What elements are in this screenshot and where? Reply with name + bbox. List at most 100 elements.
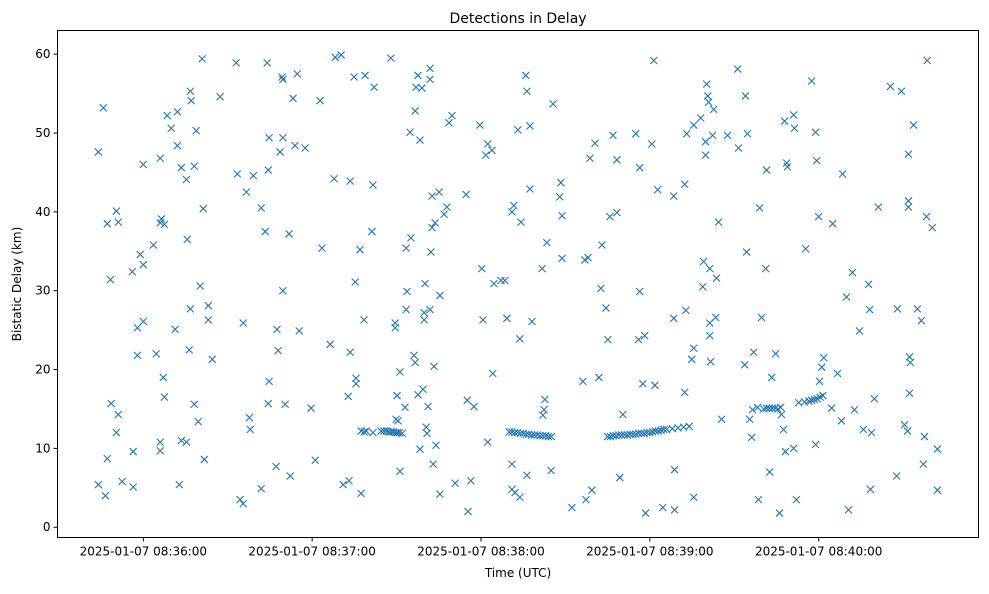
data-point	[420, 308, 429, 317]
data-point	[792, 495, 801, 504]
data-point	[748, 405, 757, 414]
data-point	[712, 274, 721, 282]
data-point	[859, 425, 868, 434]
data-point	[704, 98, 713, 107]
data-point	[421, 279, 429, 288]
data-point	[740, 360, 749, 369]
data-point	[265, 377, 273, 386]
data-point	[723, 131, 732, 140]
data-point	[635, 287, 644, 296]
data-point	[152, 349, 161, 358]
data-point	[670, 465, 679, 474]
data-point	[919, 460, 928, 469]
data-point	[396, 368, 404, 376]
data-point	[528, 317, 536, 326]
data-point	[360, 427, 369, 436]
data-point	[156, 219, 165, 227]
data-point	[393, 391, 402, 400]
data-point	[602, 304, 610, 312]
data-point	[94, 480, 103, 489]
data-point	[470, 402, 478, 411]
data-point	[257, 484, 266, 493]
data-point	[395, 428, 404, 437]
data-point	[103, 219, 112, 228]
data-point	[185, 345, 194, 354]
data-point	[443, 203, 451, 212]
y-tick-label: 60	[35, 47, 50, 61]
data-point	[807, 77, 816, 85]
data-point	[278, 73, 286, 81]
data-point	[526, 122, 534, 130]
data-point	[865, 305, 874, 314]
data-point	[645, 428, 654, 437]
data-point	[669, 314, 678, 323]
data-point	[173, 141, 182, 150]
x-axis-label: Time (UTC)	[484, 566, 551, 580]
data-point	[827, 404, 836, 413]
data-point	[429, 460, 438, 469]
data-point	[866, 485, 875, 494]
y-tick-label: 10	[35, 441, 50, 455]
data-point	[920, 432, 929, 441]
data-point	[815, 377, 824, 386]
data-point	[689, 493, 698, 502]
data-point	[771, 404, 779, 413]
data-point	[613, 155, 621, 164]
data-point	[658, 503, 667, 512]
data-point	[295, 327, 304, 335]
data-point	[479, 315, 487, 324]
data-point	[582, 495, 590, 504]
data-point	[609, 131, 617, 140]
data-point	[160, 393, 169, 402]
data-point	[208, 355, 217, 364]
data-point	[351, 278, 360, 286]
data-point	[204, 315, 213, 324]
data-point	[265, 133, 273, 142]
data-point	[289, 94, 297, 103]
data-point	[466, 476, 475, 485]
data-point	[765, 468, 774, 476]
data-point	[587, 486, 596, 495]
data-point	[807, 396, 816, 405]
data-point	[406, 128, 414, 137]
data-point	[239, 319, 248, 327]
data-point	[789, 444, 798, 453]
data-point	[190, 400, 199, 409]
data-point	[705, 264, 714, 273]
data-point	[844, 506, 853, 514]
data-point	[139, 317, 148, 326]
data-point	[279, 286, 287, 295]
data-point	[510, 201, 518, 210]
data-point	[617, 431, 626, 439]
data-point	[403, 287, 411, 296]
data-point	[488, 369, 497, 378]
data-point	[701, 151, 710, 159]
data-point	[330, 174, 338, 183]
data-point	[892, 472, 901, 480]
data-point	[508, 207, 516, 216]
data-point	[263, 58, 272, 67]
data-point	[618, 410, 627, 419]
data-point	[742, 248, 751, 256]
data-point	[204, 301, 213, 310]
data-point	[232, 58, 241, 67]
data-point	[771, 349, 780, 358]
data-point	[754, 495, 763, 504]
data-point	[527, 431, 536, 439]
data-point	[177, 436, 186, 445]
data-point	[436, 490, 444, 499]
data-point	[428, 223, 436, 232]
data-point	[897, 87, 906, 96]
data-point	[344, 392, 353, 401]
data-point	[867, 428, 876, 437]
data-point	[216, 92, 225, 101]
data-point	[114, 410, 123, 419]
data-point	[640, 331, 649, 340]
data-point	[394, 416, 402, 425]
data-point	[521, 71, 530, 80]
data-point	[515, 334, 524, 343]
data-point	[828, 219, 837, 228]
data-point	[410, 351, 418, 360]
y-tick-label: 40	[35, 205, 50, 219]
